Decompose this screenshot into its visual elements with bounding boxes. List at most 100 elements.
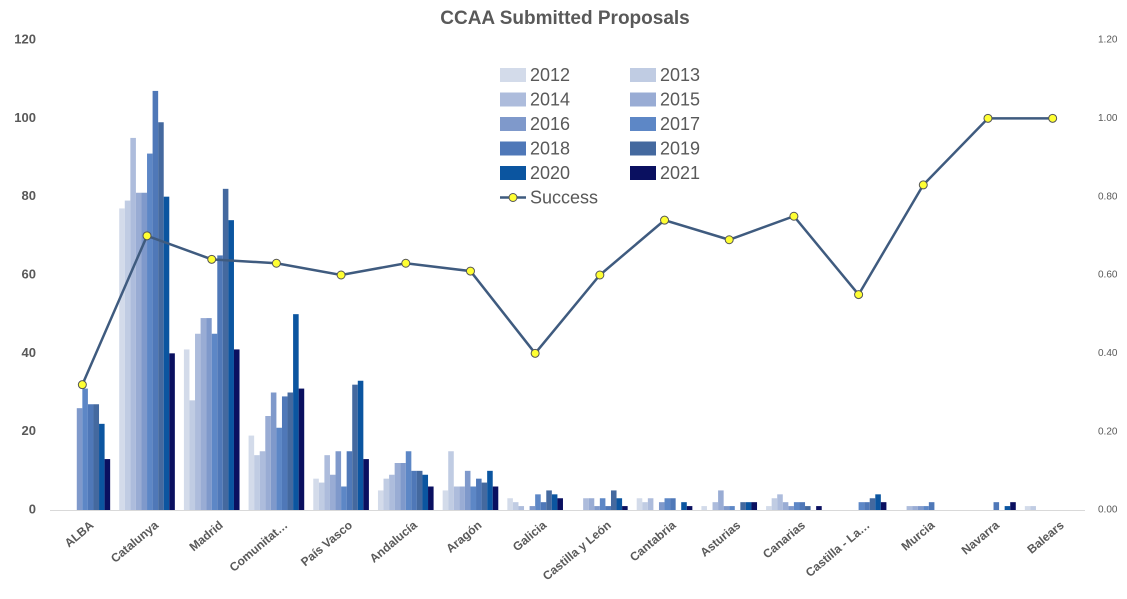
- bar: [422, 474, 429, 510]
- bar: [599, 498, 606, 510]
- bar: [233, 349, 240, 510]
- bar: [875, 494, 881, 510]
- y2-tick-label: 0.80: [1098, 191, 1118, 202]
- success-marker: [336, 270, 346, 280]
- success-marker: [854, 290, 864, 300]
- bar: [189, 400, 196, 510]
- legend-swatch: [500, 92, 526, 107]
- bar: [636, 498, 643, 510]
- bar: [119, 208, 125, 510]
- success-line: [81, 117, 1053, 386]
- y-tick-label: 100: [14, 110, 36, 125]
- bar: [751, 502, 758, 510]
- bar: [507, 498, 513, 510]
- bar: [313, 478, 319, 510]
- bar: [254, 455, 260, 510]
- bar: [265, 416, 271, 510]
- bar: [141, 192, 148, 510]
- bar: [788, 506, 794, 510]
- bar: [248, 435, 255, 510]
- legend-swatch: [630, 68, 656, 82]
- chart-title: CCAA Submitted Proposals: [440, 8, 690, 29]
- bar: [686, 506, 693, 510]
- success-marker: [789, 211, 799, 221]
- legend-label: 2018: [530, 138, 570, 158]
- legend-swatch: [500, 141, 526, 156]
- bar: [416, 470, 423, 510]
- legend-label: 2017: [660, 114, 700, 134]
- bar: [610, 490, 617, 510]
- bar: [147, 153, 153, 511]
- success-marker: [724, 235, 734, 245]
- y-tick-label: 20: [22, 423, 36, 438]
- bar: [923, 506, 929, 510]
- bar: [104, 459, 111, 510]
- bar: [76, 408, 83, 510]
- bar: [394, 463, 401, 510]
- bar: [771, 498, 778, 510]
- bar: [681, 502, 687, 510]
- legend-label: 2019: [660, 138, 700, 158]
- bar: [335, 451, 342, 510]
- legend-label: 2014: [530, 89, 570, 109]
- bar: [928, 502, 935, 510]
- bar: [459, 486, 465, 510]
- bar: [481, 482, 488, 510]
- bar: [529, 506, 536, 510]
- bar: [195, 333, 201, 510]
- bar: [470, 486, 477, 510]
- legend-label: 2016: [530, 114, 570, 134]
- x-tick-label: Castilla - La…: [803, 518, 873, 580]
- bar: [270, 392, 277, 510]
- bar: [377, 490, 384, 510]
- bar: [557, 498, 563, 510]
- bar: [1004, 506, 1011, 510]
- bar: [512, 502, 519, 510]
- bar: [259, 451, 266, 510]
- bar: [729, 506, 735, 510]
- bar: [492, 486, 499, 510]
- bar: [605, 506, 611, 510]
- bar: [82, 388, 88, 510]
- x-tick-label: Asturias: [697, 518, 743, 560]
- bar: [318, 482, 325, 510]
- legend-swatch: [630, 166, 656, 180]
- bar: [206, 318, 212, 510]
- bar: [341, 486, 347, 510]
- success-marker: [918, 180, 928, 190]
- bar: [622, 506, 628, 510]
- bar: [766, 506, 772, 510]
- bar: [217, 255, 223, 510]
- bar: [352, 384, 358, 510]
- bar: [658, 502, 665, 510]
- bar: [880, 502, 887, 510]
- legend-swatch: [500, 68, 526, 82]
- bar: [993, 502, 1000, 510]
- y2-tick-label: 1.20: [1098, 35, 1118, 46]
- success-marker: [660, 215, 670, 225]
- bar: [383, 478, 390, 510]
- bar: [642, 502, 648, 510]
- legend-label: 2021: [660, 163, 700, 183]
- bar: [135, 192, 142, 510]
- bar: [805, 506, 811, 510]
- bar: [363, 459, 369, 510]
- legend-swatch: [500, 166, 526, 180]
- success-marker: [1048, 113, 1058, 123]
- bar: [1024, 506, 1031, 510]
- bar: [169, 353, 175, 510]
- bar: [917, 506, 924, 510]
- bar: [298, 388, 305, 510]
- y2-tick-label: 0.40: [1098, 348, 1118, 359]
- legend-label: Success: [530, 187, 598, 207]
- success-marker: [142, 231, 152, 241]
- bar: [701, 506, 707, 510]
- bar: [782, 502, 789, 510]
- bar: [664, 498, 671, 510]
- bar: [324, 455, 330, 510]
- bar: [793, 502, 800, 510]
- x-tick-label: Madrid: [187, 518, 226, 554]
- bar: [583, 498, 589, 510]
- bar: [411, 470, 417, 510]
